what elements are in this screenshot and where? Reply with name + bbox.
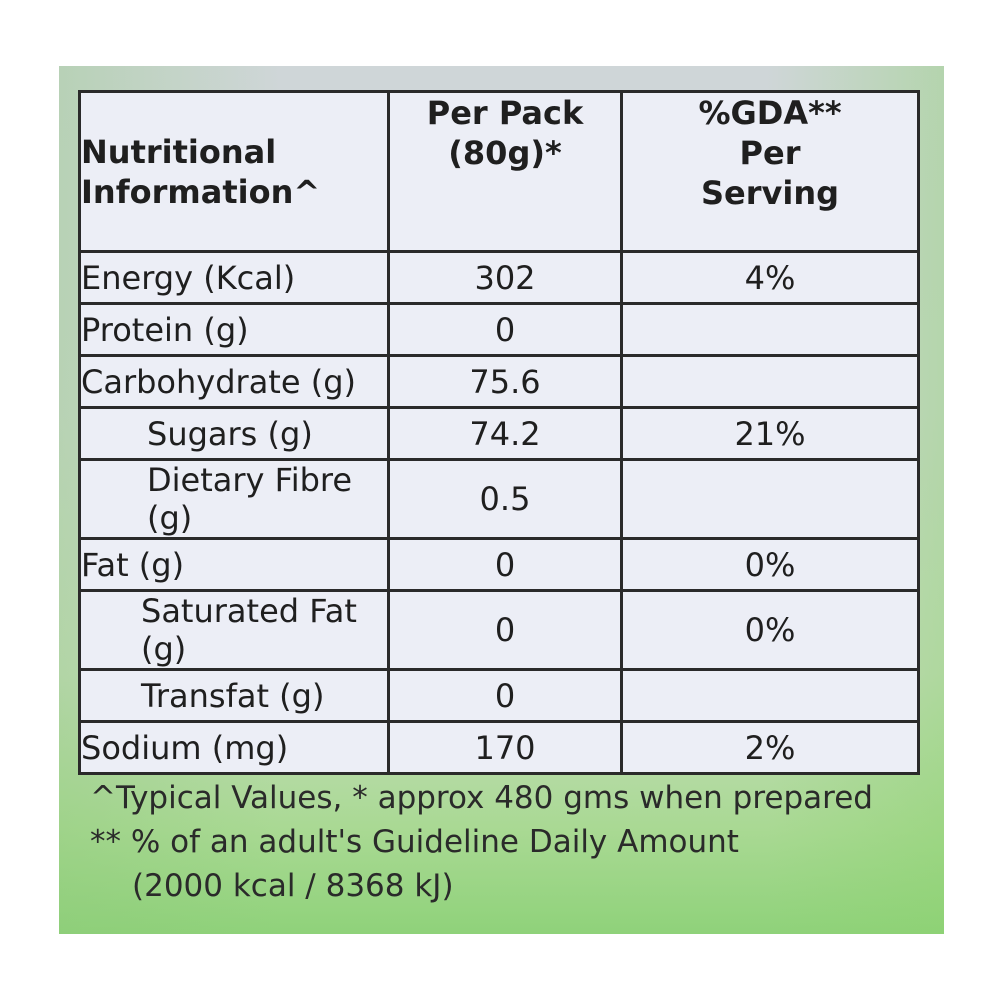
row-name-saturated-fat: Saturated Fat (g) <box>78 589 390 671</box>
row-value-sugars: 74.2 <box>387 406 623 461</box>
row-gda-fat: 0% <box>620 537 920 592</box>
footnote-gda-definition: ** % of an adult's Guideline Daily Amoun… <box>90 824 739 860</box>
row-name-protein: Protein (g) <box>78 302 390 357</box>
header-name-line1: Nutritional <box>81 132 277 171</box>
table-row: Carbohydrate (g) 75.6 <box>78 354 920 409</box>
header-per-pack: Per Pack (80g)* <box>387 90 623 253</box>
row-name-sugars: Sugars (g) <box>78 406 390 461</box>
row-value-saturated-fat: 0 <box>387 589 623 671</box>
footnote-typical-values: ^Typical Values, * approx 480 gms when p… <box>90 780 873 816</box>
table-row: Energy (Kcal) 302 4% <box>78 250 920 305</box>
row-gda-energy: 4% <box>620 250 920 305</box>
table-row: Sugars (g) 74.2 21% <box>78 406 920 461</box>
header-gda-line3: Serving <box>700 174 840 212</box>
table-row: Dietary Fibre (g) 0.5 <box>78 458 920 540</box>
row-value-carbohydrate: 75.6 <box>387 354 623 409</box>
header-nutritional-information: Nutritional Information^ <box>78 90 390 253</box>
table-header-row: Nutritional Information^ Per Pack (80g)*… <box>78 90 920 253</box>
row-gda-carbohydrate <box>620 354 920 409</box>
row-name-carbohydrate: Carbohydrate (g) <box>78 354 390 409</box>
table-row: Fat (g) 0 0% <box>78 537 920 592</box>
table-row: Protein (g) 0 <box>78 302 920 357</box>
table-row: Sodium (mg) 170 2% <box>78 720 920 775</box>
row-name-sodium: Sodium (mg) <box>78 720 390 775</box>
row-gda-sodium: 2% <box>620 720 920 775</box>
row-value-energy: 302 <box>387 250 623 305</box>
row-value-dietary-fibre: 0.5 <box>387 458 623 540</box>
row-name-fat: Fat (g) <box>78 537 390 592</box>
footnote-gda-energy-basis: (2000 kcal / 8368 kJ) <box>132 868 454 904</box>
header-gda-per-serving: %GDA** Per Serving <box>620 90 920 253</box>
table-row: Transfat (g) 0 <box>78 668 920 723</box>
row-value-sodium: 170 <box>387 720 623 775</box>
row-name-transfat: Transfat (g) <box>78 668 390 723</box>
row-value-fat: 0 <box>387 537 623 592</box>
row-name-dietary-fibre: Dietary Fibre (g) <box>78 458 390 540</box>
row-gda-protein <box>620 302 920 357</box>
header-gda-line1: %GDA** <box>698 94 842 132</box>
row-value-transfat: 0 <box>387 668 623 723</box>
header-gda-line2: Per <box>739 134 801 172</box>
row-value-protein: 0 <box>387 302 623 357</box>
row-gda-saturated-fat: 0% <box>620 589 920 671</box>
row-gda-sugars: 21% <box>620 406 920 461</box>
row-name-energy: Energy (Kcal) <box>78 250 390 305</box>
header-pack-line1: Per Pack <box>426 94 584 132</box>
row-gda-dietary-fibre <box>620 458 920 540</box>
footnotes: ^Typical Values, * approx 480 gms when p… <box>90 776 930 908</box>
header-name-line2: Information^ <box>81 172 321 211</box>
table-row: Saturated Fat (g) 0 0% <box>78 589 920 671</box>
nutrition-table: Nutritional Information^ Per Pack (80g)*… <box>78 90 920 775</box>
header-pack-line2: (80g)* <box>448 134 562 172</box>
row-gda-transfat <box>620 668 920 723</box>
nutrition-label-panel: Nutritional Information^ Per Pack (80g)*… <box>59 66 944 934</box>
